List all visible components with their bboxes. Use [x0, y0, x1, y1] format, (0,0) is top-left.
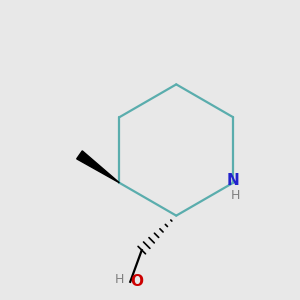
Text: H: H — [230, 189, 240, 202]
Polygon shape — [77, 151, 119, 183]
Text: O: O — [130, 274, 143, 289]
Text: H: H — [114, 273, 124, 286]
Text: N: N — [227, 173, 239, 188]
